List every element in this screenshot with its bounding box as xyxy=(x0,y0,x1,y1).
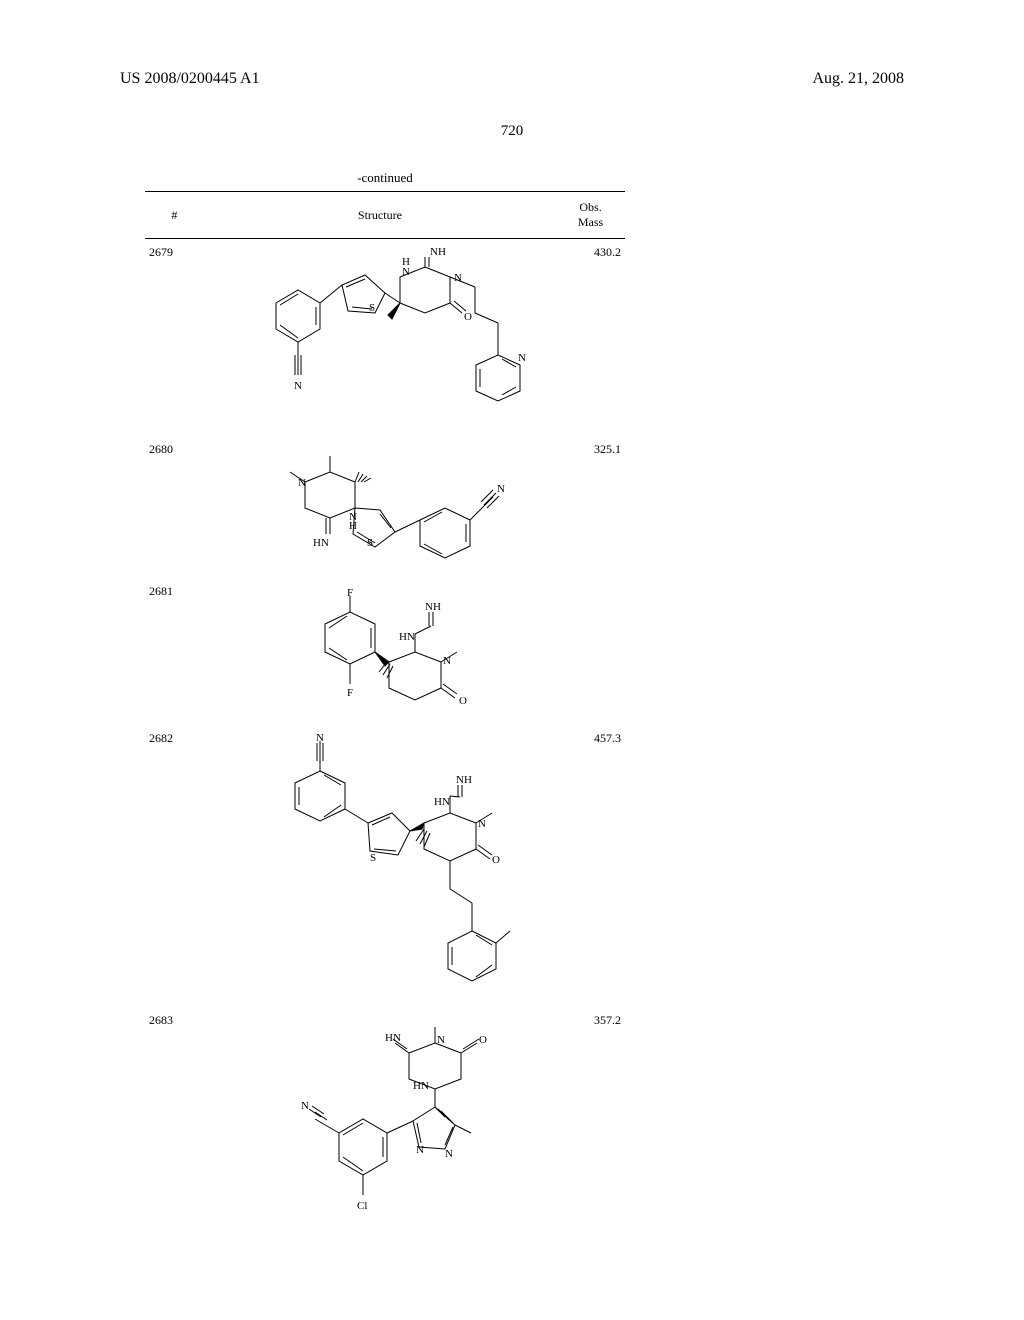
svg-text:N: N xyxy=(402,266,410,278)
compound-mass xyxy=(556,578,625,725)
svg-text:N: N xyxy=(518,352,526,364)
chem-structure-2679: NH H N N O S N N xyxy=(230,245,530,430)
compounds-table: # Structure Obs. Mass 2679 xyxy=(145,191,625,1229)
svg-text:N: N xyxy=(478,818,486,830)
svg-text:N: N xyxy=(416,1144,424,1156)
col-header-structure: Structure xyxy=(204,192,556,239)
svg-text:HN: HN xyxy=(385,1032,401,1044)
compound-number: 2683 xyxy=(145,1007,204,1229)
chem-structure-2681: F F NH HN N O xyxy=(265,584,495,719)
chem-structure-2683: HN N O HN N N N Cl xyxy=(245,1013,515,1223)
publication-date: Aug. 21, 2008 xyxy=(812,70,904,88)
svg-text:S: S xyxy=(369,302,375,314)
compound-mass: 357.2 xyxy=(556,1007,625,1229)
compound-structure: NH H N N O S N N xyxy=(204,239,556,437)
svg-text:H: H xyxy=(349,520,357,532)
compound-number: 2679 xyxy=(145,239,204,437)
chem-structure-2680: N N H HN S N xyxy=(235,442,525,572)
svg-text:HN: HN xyxy=(434,796,450,808)
compounds-table-container: -continued # Structure Obs. Mass 2679 xyxy=(145,170,625,1229)
svg-text:O: O xyxy=(479,1034,487,1046)
svg-text:HN: HN xyxy=(413,1080,429,1092)
table-row: 2680 xyxy=(145,436,625,578)
col-header-num: # xyxy=(145,192,204,239)
svg-text:HN: HN xyxy=(399,631,415,643)
table-row: 2682 xyxy=(145,725,625,1007)
table-header-row: # Structure Obs. Mass xyxy=(145,192,625,239)
svg-text:F: F xyxy=(347,587,353,599)
chem-structure-2682: N NH HN N O S xyxy=(240,731,520,1001)
compound-number: 2682 xyxy=(145,725,204,1007)
table-row: 2681 xyxy=(145,578,625,725)
col-header-mass: Obs. Mass xyxy=(556,192,625,239)
compound-number: 2680 xyxy=(145,436,204,578)
svg-text:N: N xyxy=(454,272,462,284)
svg-text:O: O xyxy=(459,695,467,707)
svg-text:N: N xyxy=(316,732,324,744)
svg-text:N: N xyxy=(437,1034,445,1046)
svg-text:N: N xyxy=(445,1148,453,1160)
svg-text:N: N xyxy=(298,477,306,489)
svg-text:N: N xyxy=(301,1100,309,1112)
svg-text:S: S xyxy=(367,537,373,549)
svg-text:N: N xyxy=(497,483,505,495)
compound-structure: F F NH HN N O xyxy=(204,578,556,725)
svg-text:NH: NH xyxy=(425,601,441,613)
svg-text:O: O xyxy=(492,854,500,866)
table-row: 2679 xyxy=(145,239,625,437)
compound-mass: 457.3 xyxy=(556,725,625,1007)
compound-structure: HN N O HN N N N Cl xyxy=(204,1007,556,1229)
compound-structure: N NH HN N O S xyxy=(204,725,556,1007)
svg-text:O: O xyxy=(464,311,472,323)
svg-text:NH: NH xyxy=(456,774,472,786)
compound-number: 2681 xyxy=(145,578,204,725)
publication-number: US 2008/0200445 A1 xyxy=(120,70,260,88)
page-number: 720 xyxy=(0,123,1024,140)
compound-structure: N N H HN S N xyxy=(204,436,556,578)
svg-text:F: F xyxy=(347,687,353,699)
table-continued-label: -continued xyxy=(145,170,625,186)
svg-text:N: N xyxy=(443,655,451,667)
svg-text:N: N xyxy=(294,380,302,392)
svg-text:S: S xyxy=(370,852,376,864)
compound-mass: 430.2 xyxy=(556,239,625,437)
svg-text:HN: HN xyxy=(313,537,329,549)
compound-mass: 325.1 xyxy=(556,436,625,578)
svg-text:Cl: Cl xyxy=(357,1200,367,1212)
svg-text:NH: NH xyxy=(430,246,446,258)
table-row: 2683 xyxy=(145,1007,625,1229)
